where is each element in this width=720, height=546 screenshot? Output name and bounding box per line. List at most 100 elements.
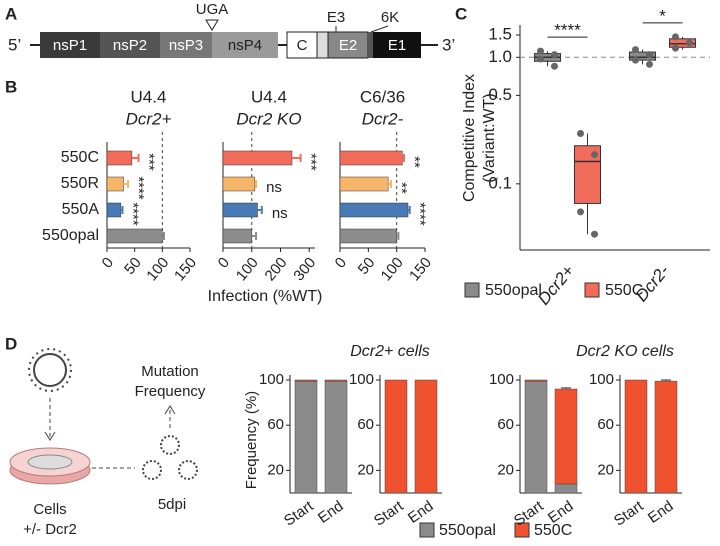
panel-label: A bbox=[5, 4, 17, 23]
chart-subtitle: Dcr2- bbox=[362, 109, 404, 128]
point bbox=[646, 51, 653, 59]
group-title: Dcr2+ cells bbox=[350, 343, 430, 360]
legend-label: 550opal bbox=[485, 282, 542, 299]
point bbox=[591, 230, 598, 238]
bar bbox=[222, 202, 258, 218]
y-tick-label: 60 bbox=[357, 416, 374, 433]
schematic-label: Mutation bbox=[141, 363, 199, 380]
point bbox=[577, 129, 584, 137]
bar bbox=[222, 176, 255, 192]
x-tick-label: 200 bbox=[261, 254, 290, 284]
virus-spikes bbox=[28, 348, 72, 392]
bar-segment bbox=[294, 380, 318, 494]
significance: **** bbox=[412, 202, 429, 226]
y-tick-label: 20 bbox=[357, 461, 374, 478]
stop-marker bbox=[205, 19, 219, 31]
bar-segment bbox=[554, 483, 578, 494]
y-tick-label: 550opal bbox=[42, 227, 99, 244]
x-tick-label: 300 bbox=[290, 254, 319, 284]
bar-segment bbox=[624, 379, 648, 494]
virus bbox=[142, 460, 162, 480]
segment-label: nsP2 bbox=[113, 37, 147, 54]
virus bbox=[33, 353, 67, 387]
y-tick-label: 100 bbox=[349, 371, 374, 388]
chart-subtitle: Dcr2+ bbox=[126, 109, 172, 128]
y-tick-label: 550R bbox=[61, 175, 99, 192]
x-tick-label: 0 bbox=[99, 254, 117, 271]
point bbox=[686, 39, 693, 47]
segment-label: nsP3 bbox=[169, 37, 203, 54]
segment bbox=[316, 31, 329, 59]
x-tick-label: 100 bbox=[143, 254, 172, 284]
three-prime: 3’ bbox=[442, 35, 455, 54]
schematic-label: +/- Dcr2 bbox=[23, 521, 77, 538]
y-tick-label: 100 bbox=[589, 371, 614, 388]
point bbox=[537, 55, 544, 63]
group-title: Dcr2 KO cells bbox=[576, 343, 674, 360]
bar-segment bbox=[324, 380, 348, 494]
segment bbox=[100, 32, 160, 58]
legend-swatch bbox=[419, 522, 435, 538]
bar bbox=[339, 176, 389, 192]
y-tick-label: 100 bbox=[259, 371, 284, 388]
schematic-label: Frequency bbox=[135, 383, 206, 400]
y-tick-label: 60 bbox=[497, 416, 514, 433]
legend-swatch bbox=[514, 522, 530, 538]
x-tick-label: 150 bbox=[406, 254, 435, 284]
bar bbox=[106, 176, 124, 192]
significance: *** bbox=[303, 153, 320, 171]
y-tick-label: 60 bbox=[267, 416, 284, 433]
y-tick-label: 100 bbox=[489, 371, 514, 388]
y-axis-label: (Variant:WT) bbox=[481, 93, 498, 182]
cells bbox=[27, 454, 73, 470]
point bbox=[632, 56, 639, 64]
y-tick-label: 20 bbox=[597, 461, 614, 478]
virus bbox=[178, 460, 198, 480]
point bbox=[672, 44, 679, 52]
panel-label: B bbox=[5, 77, 17, 96]
arrow-head bbox=[164, 405, 176, 415]
bar-segment bbox=[654, 380, 678, 494]
segment-label: nsP4 bbox=[228, 37, 262, 54]
x-tick-label: 50 bbox=[121, 254, 145, 278]
virus bbox=[160, 435, 180, 455]
panel-label: C bbox=[455, 4, 467, 23]
chart-subtitle: Dcr2 KO bbox=[236, 109, 301, 128]
y-axis-label: Competitive Index bbox=[461, 74, 478, 202]
point bbox=[632, 46, 639, 54]
bar bbox=[222, 150, 293, 166]
segment-label: C bbox=[297, 37, 308, 54]
bar-segment bbox=[384, 379, 408, 494]
bar bbox=[339, 202, 409, 218]
genome-map bbox=[30, 19, 438, 59]
bar-segment bbox=[524, 380, 548, 494]
significance: **** bbox=[130, 176, 147, 200]
bar bbox=[222, 228, 252, 244]
y-tick-label: 550A bbox=[62, 201, 100, 218]
box bbox=[629, 51, 656, 61]
bar bbox=[339, 228, 397, 244]
segment bbox=[327, 31, 369, 59]
significance: *** bbox=[141, 153, 158, 171]
segment-label: E2 bbox=[339, 37, 357, 54]
significance: **** bbox=[554, 21, 581, 40]
y-axis-label: Frequency (%) bbox=[243, 391, 260, 489]
schematic-label: 5dpi bbox=[158, 496, 186, 513]
legend-swatch bbox=[464, 282, 480, 298]
x-tick-label: End bbox=[405, 498, 437, 527]
panel-label: D bbox=[5, 334, 17, 353]
point bbox=[551, 62, 558, 70]
x-tick-label: Start bbox=[281, 497, 317, 530]
chart-title: U4.4 bbox=[251, 87, 287, 106]
y-tick-label: 20 bbox=[497, 461, 514, 478]
segment-label: E1 bbox=[388, 37, 406, 54]
bar bbox=[106, 150, 133, 166]
y-tick-label: 1.0 bbox=[488, 47, 512, 66]
x-tick-label: 50 bbox=[355, 254, 379, 278]
bar-segment bbox=[294, 379, 318, 382]
significance: ns bbox=[272, 205, 288, 222]
segment bbox=[40, 32, 100, 58]
segment-label: 6K bbox=[381, 9, 399, 26]
x-tick-label: End bbox=[315, 498, 347, 527]
